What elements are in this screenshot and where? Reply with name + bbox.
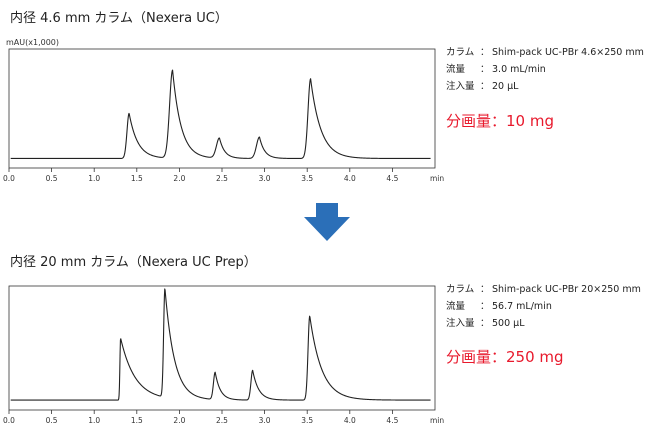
condition-row: 注入量 ： 500 µL — [446, 315, 641, 332]
x-tick-label: 2.0 — [173, 174, 185, 183]
x-tick-label: 3.5 — [301, 416, 313, 425]
condition-label: 注入量 — [446, 81, 475, 92]
condition-row: 注入量 ： 20 µL — [446, 78, 644, 95]
condition-label: カラム — [446, 284, 475, 295]
x-tick-label: 0.5 — [46, 174, 58, 183]
panel-1-conditions: カラム： Shim-pack UC-PBr 4.6×250 mm 流量： 3.0 m… — [446, 44, 644, 95]
panel-1-title: 内径 4.6 mm カラム（Nexera UC） — [10, 11, 228, 26]
x-tick-label: 2.5 — [216, 416, 228, 425]
x-tick-label: 1.5 — [131, 174, 143, 183]
chromatogram-trace — [10, 69, 431, 160]
chromatogram-1: 0.0 0.5 1.0 1.5 2.0 2.5 3.0 3.5 4.0 4.5 min — [3, 48, 444, 183]
x-tick-label: 4.0 — [344, 174, 356, 183]
x-tick-label: 2.0 — [173, 416, 185, 425]
chromatogram-trace — [10, 288, 431, 401]
condition-value: 500 µL — [492, 318, 525, 329]
x-axis-unit-label: min — [430, 416, 444, 425]
condition-row: 流量 ： 3.0 mL/min — [446, 61, 644, 78]
condition-value: 56.7 mL/min — [492, 301, 552, 312]
condition-label: カラム — [446, 47, 475, 58]
condition-row: カラム ： Shim-pack UC-PBr 4.6×250 mm — [446, 44, 644, 61]
x-tick-label: 4.5 — [386, 416, 398, 425]
condition-separator: ： — [480, 301, 490, 312]
x-tick-label: 3.0 — [259, 174, 271, 183]
x-tick-label: 0.5 — [46, 416, 58, 425]
condition-row: 流量 ： 56.7 mL/min — [446, 298, 641, 315]
x-tick-label: 3.5 — [301, 174, 313, 183]
x-tick-label: 0.0 — [3, 174, 15, 183]
x-tick-label: 3.0 — [259, 416, 271, 425]
chromatogram-2: 0.0 0.5 1.0 1.5 2.0 2.5 3.0 3.5 4.0 4.5 min — [3, 285, 444, 425]
condition-separator: ： — [480, 318, 490, 329]
panel-2-fraction-amount: 分画量：250 mg — [446, 348, 564, 366]
condition-separator: ： — [480, 284, 490, 295]
condition-row: カラム ： Shim-pack UC-PBr 20×250 mm — [446, 281, 641, 298]
condition-separator: ： — [480, 47, 490, 58]
panel-1-y-axis-label: mAU(x1,000) — [6, 38, 59, 47]
condition-label: 流量 — [446, 64, 466, 75]
condition-label: 流量 — [446, 301, 466, 312]
condition-value: Shim-pack UC-PBr 4.6×250 mm — [492, 47, 644, 58]
plot-frame — [8, 48, 436, 169]
x-tick-label: 1.0 — [88, 174, 100, 183]
condition-label: 注入量 — [446, 318, 475, 329]
x-tick-label: 0.0 — [3, 416, 15, 425]
plot-frame — [8, 285, 436, 411]
panel-1-fraction-amount: 分画量：10 mg — [446, 112, 554, 130]
x-tick-label: 1.5 — [131, 416, 143, 425]
condition-separator: ： — [480, 64, 490, 75]
condition-value: Shim-pack UC-PBr 20×250 mm — [492, 284, 641, 295]
condition-value: 20 µL — [492, 81, 519, 92]
condition-value: 3.0 mL/min — [492, 64, 546, 75]
panel-2-conditions: カラム： Shim-pack UC-PBr 20×250 mm 流量： 56.7 m… — [446, 281, 641, 332]
x-tick-label: 4.5 — [386, 174, 398, 183]
x-tick-label: 1.0 — [88, 416, 100, 425]
x-tick-label: 2.5 — [216, 174, 228, 183]
x-axis-unit-label: min — [430, 174, 444, 183]
condition-separator: ： — [480, 81, 490, 92]
x-tick-label: 4.0 — [344, 416, 356, 425]
down-arrow-icon — [304, 203, 350, 241]
panel-2-title: 内径 20 mm カラム（Nexera UC Prep） — [10, 255, 257, 270]
